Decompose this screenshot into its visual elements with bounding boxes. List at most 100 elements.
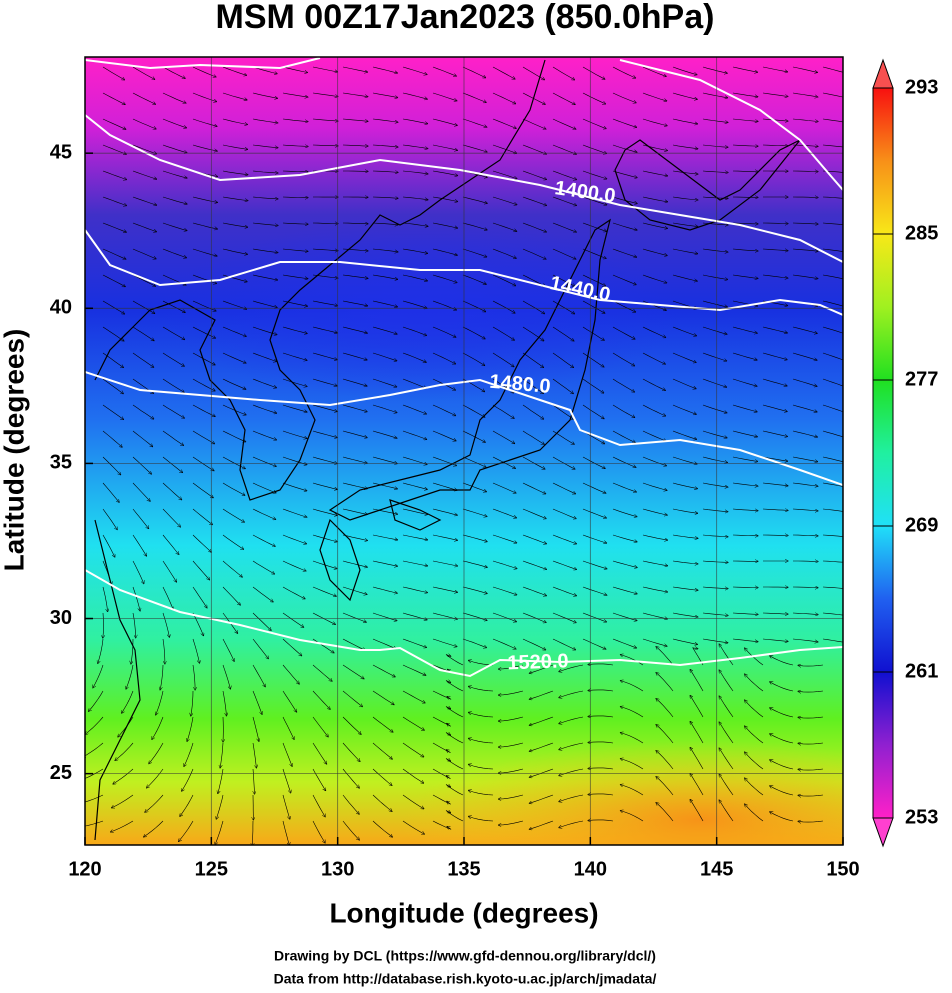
streamline [402, 768, 424, 783]
streamline [522, 378, 543, 394]
streamline [492, 248, 516, 258]
streamline [312, 430, 337, 438]
streamline [372, 171, 398, 172]
streamline [252, 482, 276, 493]
streamline [342, 768, 359, 788]
streamline [432, 352, 456, 364]
streamline [432, 144, 457, 150]
streamline [312, 92, 338, 97]
streamline [762, 145, 788, 146]
streamline [702, 92, 728, 98]
streamline [162, 560, 177, 582]
streamline [642, 196, 668, 202]
streamline [732, 508, 758, 511]
streamline [402, 534, 428, 540]
streamline [745, 752, 764, 770]
streamline [552, 196, 577, 206]
streamline [552, 482, 576, 494]
streamline [252, 170, 278, 173]
streamline [582, 118, 606, 129]
streamline [492, 92, 516, 104]
streamline [222, 300, 247, 309]
streamline [432, 742, 451, 753]
streamline [282, 300, 307, 306]
streamline [282, 586, 305, 599]
streamline [492, 326, 514, 340]
y-axis-label: Latitude (degrees) [0, 329, 29, 572]
streamline [492, 508, 516, 518]
streamline [402, 716, 424, 730]
streamline [192, 66, 216, 77]
streamline [162, 430, 183, 445]
streamline [102, 404, 123, 419]
streamline [342, 145, 368, 146]
streamline [498, 820, 524, 825]
streamline [372, 742, 392, 759]
streamline [522, 222, 546, 232]
colorbar-tick-label: 261 [905, 660, 938, 682]
streamline [462, 326, 485, 339]
streamline [402, 248, 428, 253]
streamline [642, 144, 667, 151]
streamline [402, 794, 424, 809]
streamline [792, 482, 818, 486]
streamline [620, 655, 644, 666]
streamline [102, 92, 125, 105]
streamline [222, 482, 245, 495]
streamline [102, 274, 125, 287]
streamline [162, 196, 187, 204]
colorbar-top-arrow [872, 58, 894, 89]
streamline [312, 248, 338, 251]
streamline [372, 638, 396, 649]
streamline [732, 248, 758, 251]
streamline [492, 274, 516, 286]
streamline [445, 655, 464, 666]
streamline [282, 430, 307, 438]
streamline [192, 534, 211, 552]
streamline [132, 534, 147, 556]
streamline [656, 725, 674, 744]
streamline [612, 170, 637, 178]
streamline [745, 700, 764, 718]
streamline [498, 742, 524, 747]
streamline [702, 66, 727, 73]
streamline [282, 248, 308, 251]
streamline [312, 326, 337, 333]
streamline [612, 560, 637, 568]
streamline [282, 534, 306, 544]
streamline [192, 430, 215, 444]
streamline [822, 638, 843, 643]
streamline [552, 248, 576, 259]
streamline [732, 223, 758, 224]
streamline [522, 586, 546, 596]
streamline [252, 378, 276, 388]
streamline [762, 404, 787, 412]
streamline [162, 300, 185, 313]
streamline [492, 586, 517, 595]
streamline [252, 742, 256, 768]
streamline [672, 222, 698, 227]
streamline [770, 734, 794, 744]
streamline [792, 118, 818, 122]
y-tick-label: 30 [50, 607, 72, 629]
streamline [522, 326, 544, 341]
colorbar-bottom-arrow [872, 817, 894, 848]
streamline [702, 326, 727, 334]
streamline [498, 768, 524, 773]
streamline [762, 482, 788, 486]
streamline [220, 742, 224, 768]
streamline [342, 560, 367, 567]
contours [85, 57, 843, 678]
contour-label: 1520.0 [507, 650, 569, 674]
streamline [469, 712, 494, 718]
streamline [432, 716, 451, 726]
streamline [552, 118, 576, 129]
streamline [402, 482, 427, 489]
streamline [187, 716, 194, 741]
streamline [102, 118, 126, 129]
streamline [162, 66, 185, 78]
streamline [162, 612, 169, 637]
streamline [732, 274, 758, 278]
streamline [372, 716, 393, 732]
streamline [132, 612, 136, 638]
